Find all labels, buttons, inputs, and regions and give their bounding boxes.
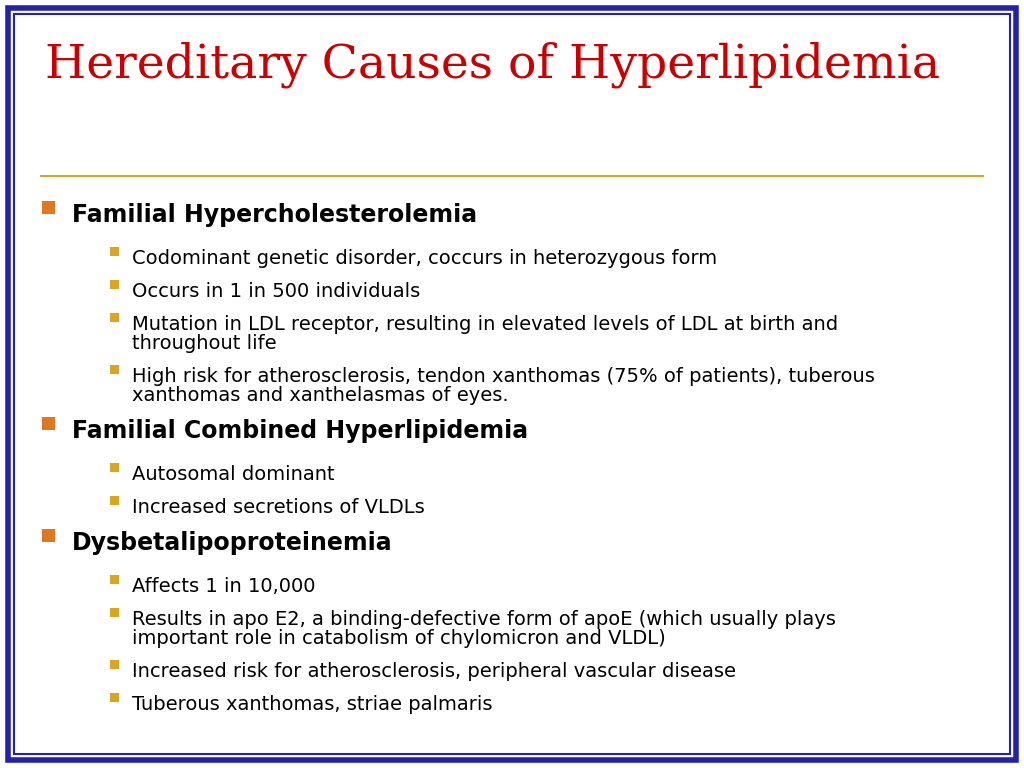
FancyBboxPatch shape (110, 496, 119, 505)
Text: Familial Combined Hyperlipidemia: Familial Combined Hyperlipidemia (72, 419, 528, 443)
Text: Codominant genetic disorder, coccurs in heterozygous form: Codominant genetic disorder, coccurs in … (132, 249, 717, 268)
FancyBboxPatch shape (110, 693, 119, 702)
Text: xanthomas and xanthelasmas of eyes.: xanthomas and xanthelasmas of eyes. (132, 386, 509, 405)
Text: throughout life: throughout life (132, 334, 276, 353)
FancyBboxPatch shape (110, 575, 119, 584)
FancyBboxPatch shape (110, 365, 119, 374)
Text: Occurs in 1 in 500 individuals: Occurs in 1 in 500 individuals (132, 282, 420, 301)
Text: Increased secretions of VLDLs: Increased secretions of VLDLs (132, 498, 425, 517)
Text: Autosomal dominant: Autosomal dominant (132, 465, 335, 484)
FancyBboxPatch shape (42, 529, 55, 542)
Text: Results in apo E2, a binding-defective form of apoE (which usually plays: Results in apo E2, a binding-defective f… (132, 610, 836, 629)
FancyBboxPatch shape (110, 313, 119, 322)
FancyBboxPatch shape (42, 201, 55, 214)
FancyBboxPatch shape (42, 417, 55, 430)
FancyBboxPatch shape (110, 280, 119, 289)
Text: Mutation in LDL receptor, resulting in elevated levels of LDL at birth and: Mutation in LDL receptor, resulting in e… (132, 315, 838, 334)
Text: Familial Hypercholesterolemia: Familial Hypercholesterolemia (72, 203, 477, 227)
Text: Hereditary Causes of Hyperlipidemia: Hereditary Causes of Hyperlipidemia (45, 41, 940, 88)
Text: important role in catabolism of chylomicron and VLDL): important role in catabolism of chylomic… (132, 629, 666, 648)
Text: Dysbetalipoproteinemia: Dysbetalipoproteinemia (72, 531, 392, 555)
Text: Tuberous xanthomas, striae palmaris: Tuberous xanthomas, striae palmaris (132, 695, 493, 714)
FancyBboxPatch shape (110, 608, 119, 617)
FancyBboxPatch shape (110, 660, 119, 669)
Text: Increased risk for atherosclerosis, peripheral vascular disease: Increased risk for atherosclerosis, peri… (132, 662, 736, 681)
FancyBboxPatch shape (110, 463, 119, 472)
Text: Affects 1 in 10,000: Affects 1 in 10,000 (132, 577, 315, 596)
Text: High risk for atherosclerosis, tendon xanthomas (75% of patients), tuberous: High risk for atherosclerosis, tendon xa… (132, 367, 874, 386)
FancyBboxPatch shape (110, 247, 119, 256)
